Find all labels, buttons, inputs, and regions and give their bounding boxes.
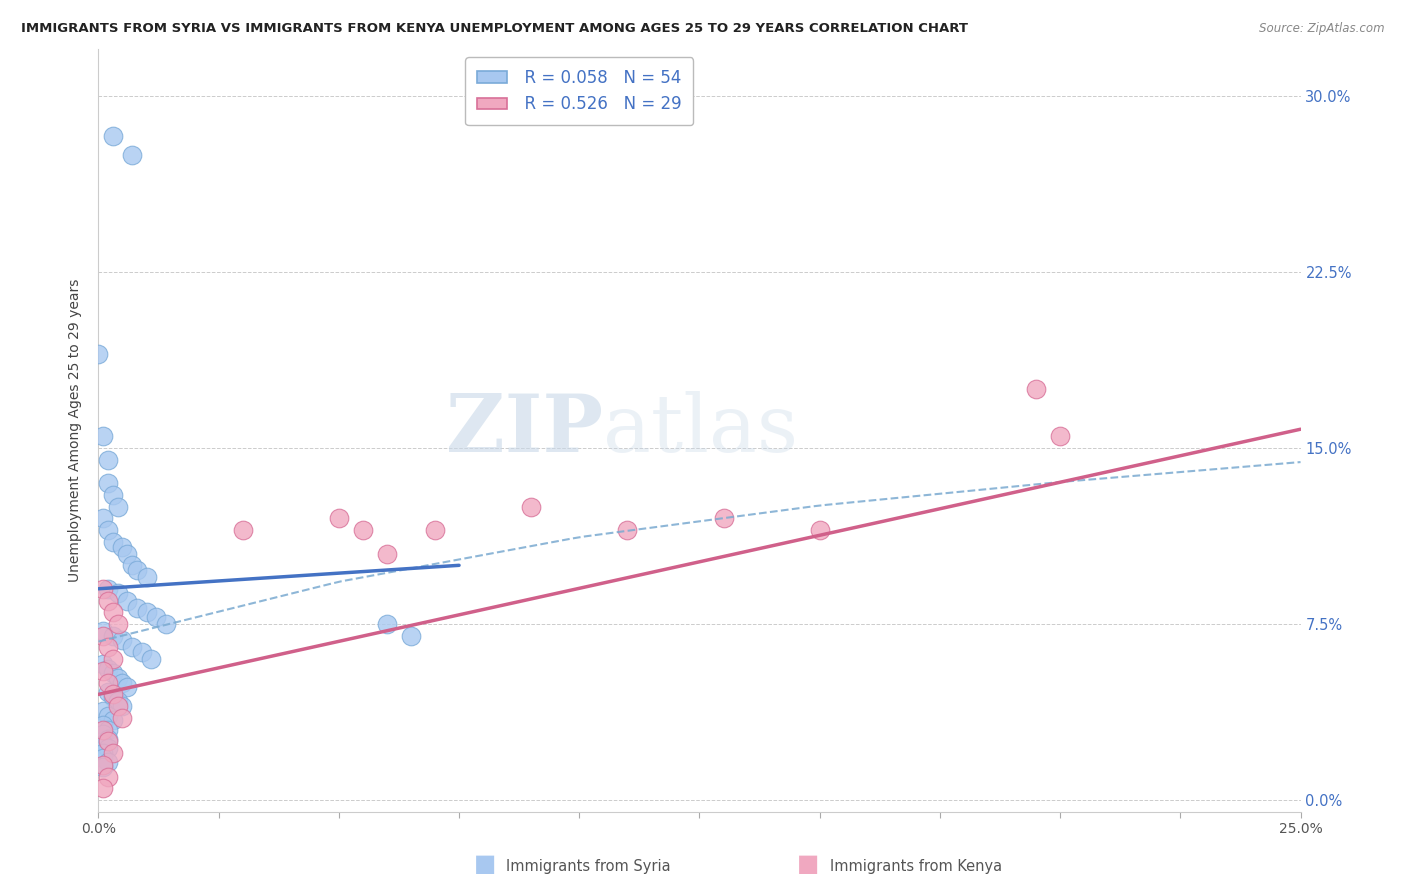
Point: [352, 523, 374, 537]
Point: [97, 640, 120, 655]
Point: [111, 633, 134, 648]
Point: [91, 511, 114, 525]
Point: [97, 731, 120, 746]
Point: [111, 675, 134, 690]
Point: [101, 666, 124, 681]
Point: [101, 605, 124, 619]
Point: [107, 694, 129, 708]
Point: [111, 540, 134, 554]
Point: [1049, 429, 1071, 443]
Point: [91, 727, 114, 741]
Point: [808, 523, 831, 537]
Point: [232, 523, 254, 537]
Point: [111, 711, 134, 725]
Point: [97, 476, 120, 491]
Point: [111, 699, 134, 714]
Point: [91, 723, 114, 737]
Point: [101, 746, 124, 760]
Point: [91, 737, 114, 751]
Point: [135, 605, 157, 619]
Point: [101, 534, 124, 549]
Y-axis label: Unemployment Among Ages 25 to 29 years: Unemployment Among Ages 25 to 29 years: [69, 278, 83, 582]
Point: [91, 718, 114, 732]
Point: [97, 523, 120, 537]
Point: [91, 746, 114, 760]
Point: [91, 781, 114, 796]
Text: Source: ZipAtlas.com: Source: ZipAtlas.com: [1260, 22, 1385, 36]
Text: ■: ■: [797, 852, 820, 876]
Point: [97, 708, 120, 723]
Point: [97, 582, 120, 596]
Point: [713, 511, 735, 525]
Point: [97, 723, 120, 737]
Point: [121, 558, 143, 573]
Point: [97, 756, 120, 770]
Point: [91, 429, 114, 443]
Point: [91, 664, 114, 678]
Text: ZIP: ZIP: [446, 392, 603, 469]
Point: [135, 570, 157, 584]
Point: [328, 511, 350, 525]
Point: [107, 500, 129, 514]
Text: Immigrants from Syria: Immigrants from Syria: [506, 859, 671, 874]
Point: [121, 147, 143, 161]
Point: [117, 593, 139, 607]
Point: [101, 713, 124, 727]
Point: [145, 610, 167, 624]
Point: [101, 690, 124, 704]
Point: [121, 640, 143, 655]
Point: [91, 629, 114, 643]
Point: [91, 582, 114, 596]
Point: [87, 347, 110, 361]
Point: [97, 452, 120, 467]
Point: [520, 500, 543, 514]
Point: [107, 586, 129, 600]
Point: [155, 617, 177, 632]
Point: [101, 652, 124, 666]
Text: IMMIGRANTS FROM SYRIA VS IMMIGRANTS FROM KENYA UNEMPLOYMENT AMONG AGES 25 TO 29 : IMMIGRANTS FROM SYRIA VS IMMIGRANTS FROM…: [21, 22, 969, 36]
Point: [101, 488, 124, 502]
Point: [97, 593, 120, 607]
Point: [107, 617, 129, 632]
Point: [117, 681, 139, 695]
Text: ■: ■: [474, 852, 496, 876]
Point: [101, 128, 124, 143]
Point: [125, 600, 148, 615]
Point: [91, 657, 114, 671]
Point: [91, 624, 114, 638]
Point: [141, 652, 163, 666]
Point: [375, 547, 398, 561]
Point: [97, 770, 120, 784]
Point: [101, 687, 124, 701]
Point: [101, 629, 124, 643]
Point: [91, 704, 114, 718]
Point: [91, 757, 114, 772]
Point: [131, 645, 153, 659]
Point: [97, 685, 120, 699]
Point: [97, 741, 120, 756]
Point: [399, 629, 422, 643]
Point: [125, 563, 148, 577]
Point: [97, 675, 120, 690]
Legend:   R = 0.058   N = 54,   R = 0.526   N = 29: R = 0.058 N = 54, R = 0.526 N = 29: [465, 57, 693, 125]
Point: [117, 547, 139, 561]
Point: [97, 662, 120, 676]
Point: [616, 523, 638, 537]
Point: [97, 734, 120, 748]
Point: [107, 699, 129, 714]
Point: [91, 750, 114, 764]
Point: [1025, 382, 1047, 396]
Point: [423, 523, 446, 537]
Text: Immigrants from Kenya: Immigrants from Kenya: [830, 859, 1001, 874]
Point: [107, 671, 129, 685]
Point: [91, 760, 114, 774]
Point: [375, 617, 398, 632]
Text: atlas: atlas: [603, 392, 799, 469]
